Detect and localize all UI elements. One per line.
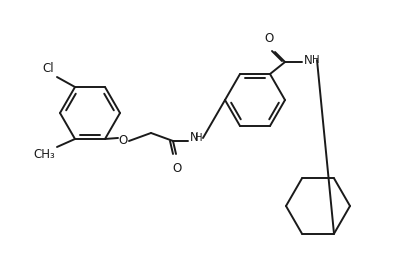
Text: Cl: Cl [42,62,54,75]
Text: N: N [304,54,313,66]
Text: O: O [172,162,182,175]
Text: H: H [312,55,320,65]
Text: CH₃: CH₃ [33,148,55,161]
Text: O: O [264,32,274,45]
Text: H: H [195,133,202,143]
Text: N: N [190,132,199,144]
Text: O: O [118,135,128,147]
